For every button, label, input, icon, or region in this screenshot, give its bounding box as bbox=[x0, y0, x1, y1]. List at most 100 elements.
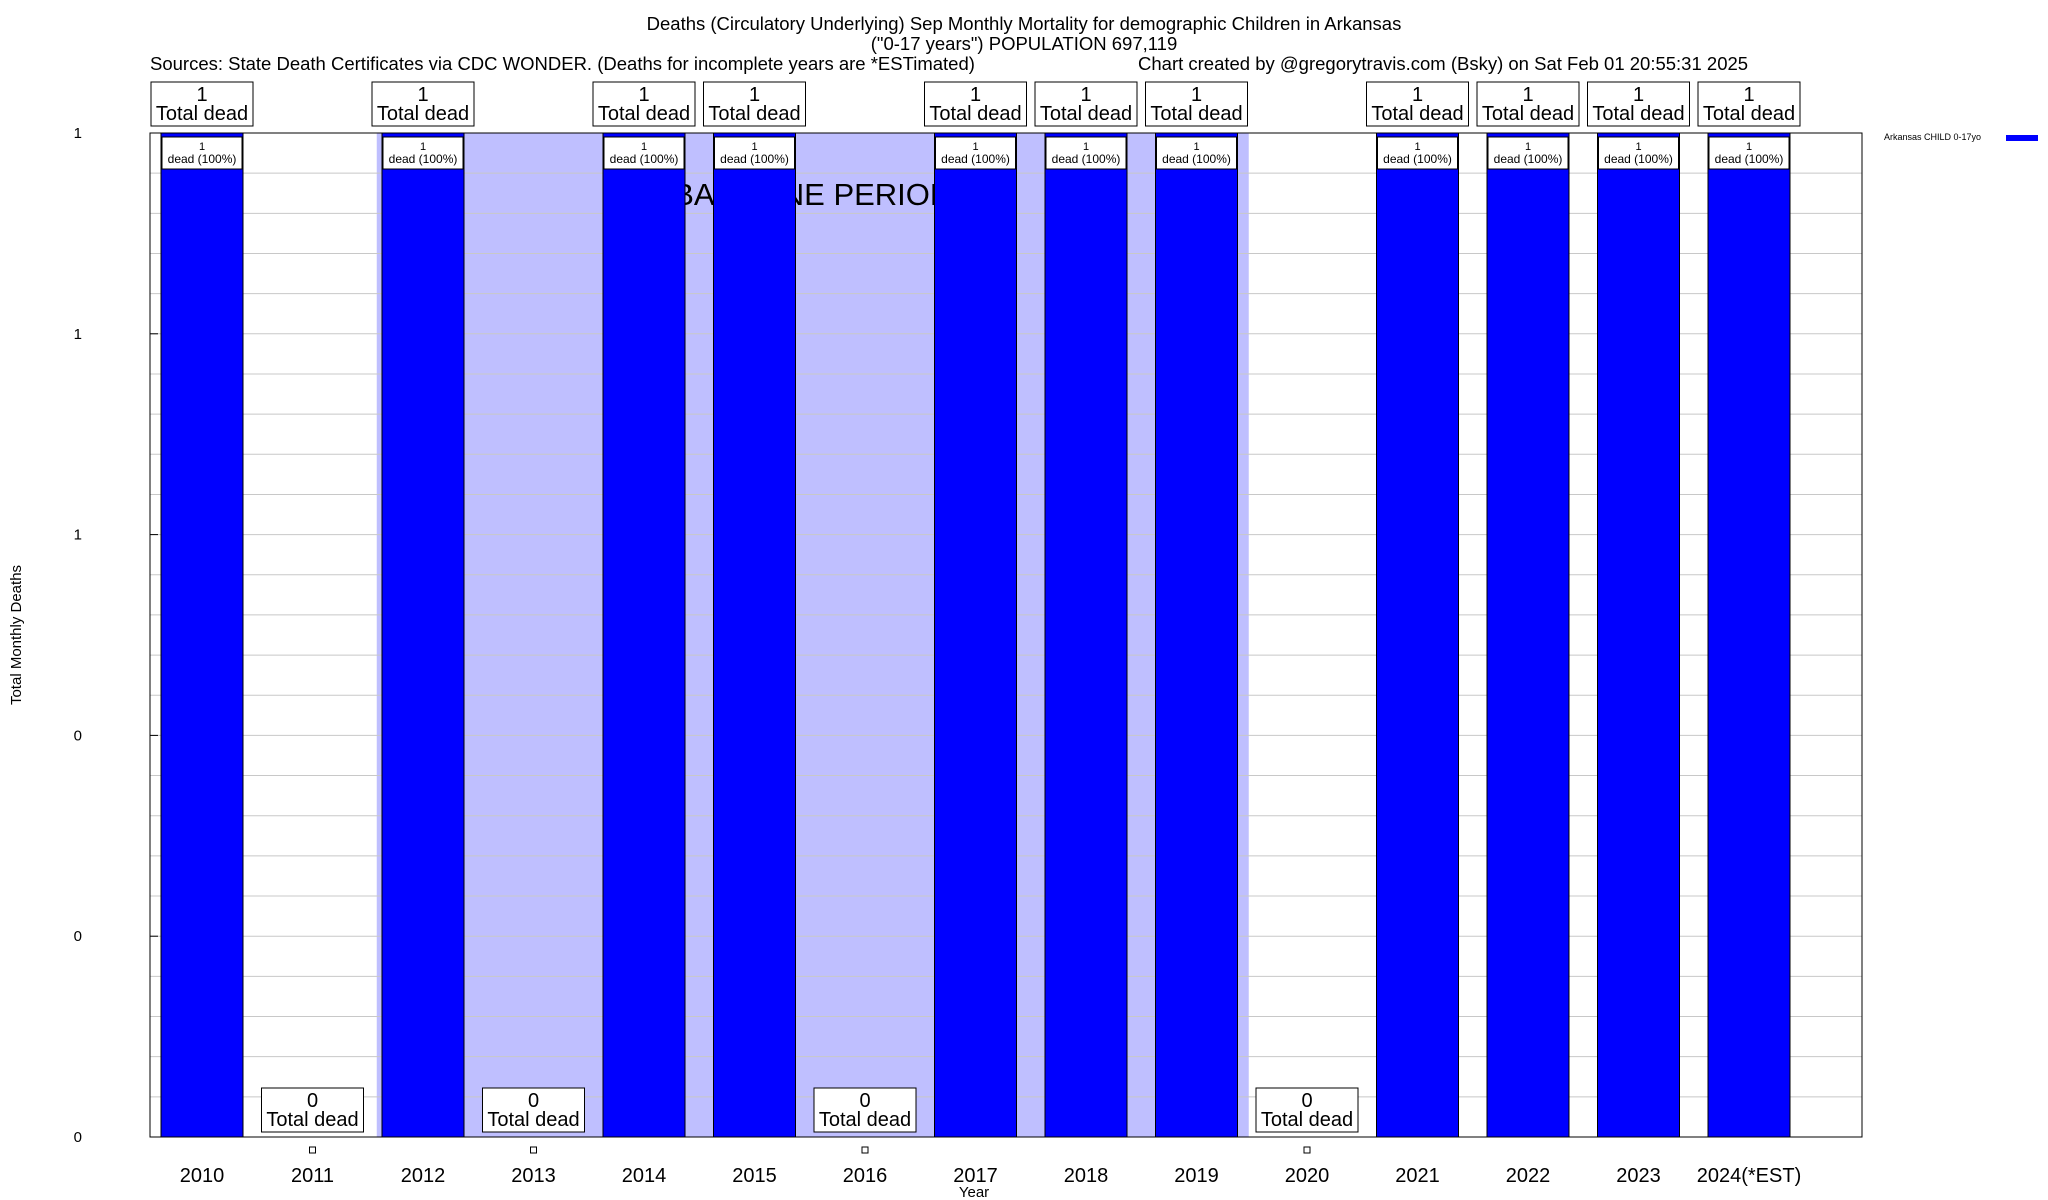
chart-subtitle: ("0-17 years") POPULATION 697,119 bbox=[870, 33, 1178, 54]
x-tick-label: 2022 bbox=[1506, 1165, 1551, 1187]
x-tick-label: 2020 bbox=[1285, 1165, 1330, 1187]
total-label-text: Total dead bbox=[1703, 103, 1795, 125]
inner-label-value: 1 bbox=[199, 141, 205, 153]
total-label-box bbox=[1697, 81, 1801, 127]
total-label-box bbox=[813, 1087, 917, 1133]
inner-label-text: dead (100%) bbox=[1604, 152, 1673, 166]
inner-label-value: 1 bbox=[972, 141, 978, 153]
bar bbox=[1376, 132, 1459, 1138]
inner-label-box bbox=[1156, 136, 1237, 170]
chart-credit: Chart created by @gregorytravis.com (Bsk… bbox=[1138, 53, 1749, 74]
chart-title: Deaths (Circulatory Underlying) Sep Mont… bbox=[646, 13, 1402, 34]
total-label-box bbox=[1145, 81, 1248, 127]
inner-label-value: 1 bbox=[751, 141, 757, 153]
legend-swatch bbox=[2006, 135, 2038, 141]
bar bbox=[934, 132, 1017, 1138]
total-label-box bbox=[1034, 81, 1138, 127]
inner-label-value: 1 bbox=[641, 141, 647, 153]
total-label-value: 1 bbox=[196, 84, 207, 106]
total-label-value: 0 bbox=[859, 1090, 870, 1112]
total-label-value: 0 bbox=[528, 1090, 539, 1112]
y-tick-label: 1 bbox=[74, 125, 82, 142]
total-label-box bbox=[371, 81, 475, 127]
bar bbox=[381, 132, 465, 1138]
total-label-value: 1 bbox=[1522, 84, 1533, 106]
x-tick-label: 2010 bbox=[180, 1165, 225, 1187]
inner-label-box bbox=[714, 136, 795, 170]
total-label-box bbox=[1587, 81, 1690, 127]
x-tick-label: 2019 bbox=[1174, 1165, 1219, 1187]
y-tick-label: 1 bbox=[74, 527, 82, 544]
total-label-text: Total dead bbox=[1150, 103, 1242, 125]
total-label-text: Total dead bbox=[1261, 1109, 1353, 1131]
inner-label-box bbox=[1487, 136, 1569, 170]
y-axis-label: Total Monthly Deaths bbox=[8, 565, 25, 705]
total-label-box bbox=[1255, 1087, 1359, 1133]
inner-label-value: 1 bbox=[1193, 141, 1199, 153]
total-label-box bbox=[592, 81, 696, 127]
x-tick-label: 2014 bbox=[622, 1165, 667, 1187]
total-label-text: Total dead bbox=[819, 1109, 911, 1131]
total-label-text: Total dead bbox=[156, 103, 248, 125]
zero-marker bbox=[530, 1146, 537, 1154]
y-tick-label: 0 bbox=[74, 1129, 82, 1146]
zero-marker bbox=[309, 1146, 316, 1154]
inner-label-text: dead (100%) bbox=[168, 152, 237, 166]
inner-label-value: 1 bbox=[1525, 141, 1531, 153]
total-label-text: Total dead bbox=[708, 103, 800, 125]
total-label-text: Total dead bbox=[377, 103, 469, 125]
total-label-value: 0 bbox=[307, 1090, 318, 1112]
total-label-value: 1 bbox=[1191, 84, 1202, 106]
inner-label-text: dead (100%) bbox=[720, 152, 789, 166]
total-label-text: Total dead bbox=[1040, 103, 1132, 125]
x-tick-label: 2015 bbox=[732, 1165, 777, 1187]
x-tick-label: 2011 bbox=[291, 1165, 334, 1187]
zero-marker bbox=[861, 1146, 869, 1154]
total-label-box bbox=[261, 1087, 364, 1133]
inner-label-box bbox=[161, 136, 243, 170]
bar bbox=[713, 132, 796, 1138]
inner-label-box bbox=[935, 136, 1016, 170]
x-tick-label: 2023 bbox=[1616, 1165, 1661, 1187]
x-tick-label: 2017 bbox=[953, 1165, 998, 1187]
total-label-value: 1 bbox=[1080, 84, 1091, 106]
plot-border bbox=[149, 132, 1863, 1138]
total-label-value: 1 bbox=[970, 84, 981, 106]
y-tick-label: 1 bbox=[74, 326, 82, 343]
bar bbox=[160, 132, 244, 1138]
total-label-box bbox=[924, 81, 1027, 127]
inner-label-box bbox=[1708, 136, 1790, 170]
inner-label-box bbox=[382, 136, 464, 170]
total-label-value: 1 bbox=[638, 84, 649, 106]
total-label-text: Total dead bbox=[1482, 103, 1574, 125]
legend-label: Arkansas CHILD 0-17yo bbox=[1884, 132, 1982, 142]
bar bbox=[1486, 132, 1570, 1138]
bar bbox=[1044, 132, 1128, 1138]
inner-label-value: 1 bbox=[1746, 141, 1752, 153]
total-label-text: Total dead bbox=[487, 1109, 579, 1131]
x-axis-label: Year bbox=[959, 1184, 989, 1200]
bar bbox=[1155, 132, 1238, 1138]
inner-label-text: dead (100%) bbox=[1162, 152, 1231, 166]
total-label-text: Total dead bbox=[1592, 103, 1684, 125]
total-label-box bbox=[1476, 81, 1580, 127]
inner-label-box bbox=[1377, 136, 1458, 170]
total-label-box bbox=[150, 81, 254, 127]
bar bbox=[602, 132, 686, 1138]
total-label-box bbox=[1366, 81, 1469, 127]
total-label-text: Total dead bbox=[929, 103, 1021, 125]
bar bbox=[1597, 132, 1680, 1138]
total-label-value: 1 bbox=[749, 84, 760, 106]
inner-label-value: 1 bbox=[420, 141, 426, 153]
zero-marker bbox=[1303, 1146, 1311, 1154]
total-label-box bbox=[703, 81, 806, 127]
inner-label-text: dead (100%) bbox=[389, 152, 458, 166]
x-tick-label: 2012 bbox=[401, 1165, 446, 1187]
source-note: Sources: State Death Certificates via CD… bbox=[150, 53, 975, 74]
total-label-value: 1 bbox=[417, 84, 428, 106]
inner-label-box bbox=[1598, 136, 1679, 170]
total-label-text: Total dead bbox=[598, 103, 690, 125]
total-label-value: 1 bbox=[1412, 84, 1423, 106]
inner-label-text: dead (100%) bbox=[1383, 152, 1452, 166]
